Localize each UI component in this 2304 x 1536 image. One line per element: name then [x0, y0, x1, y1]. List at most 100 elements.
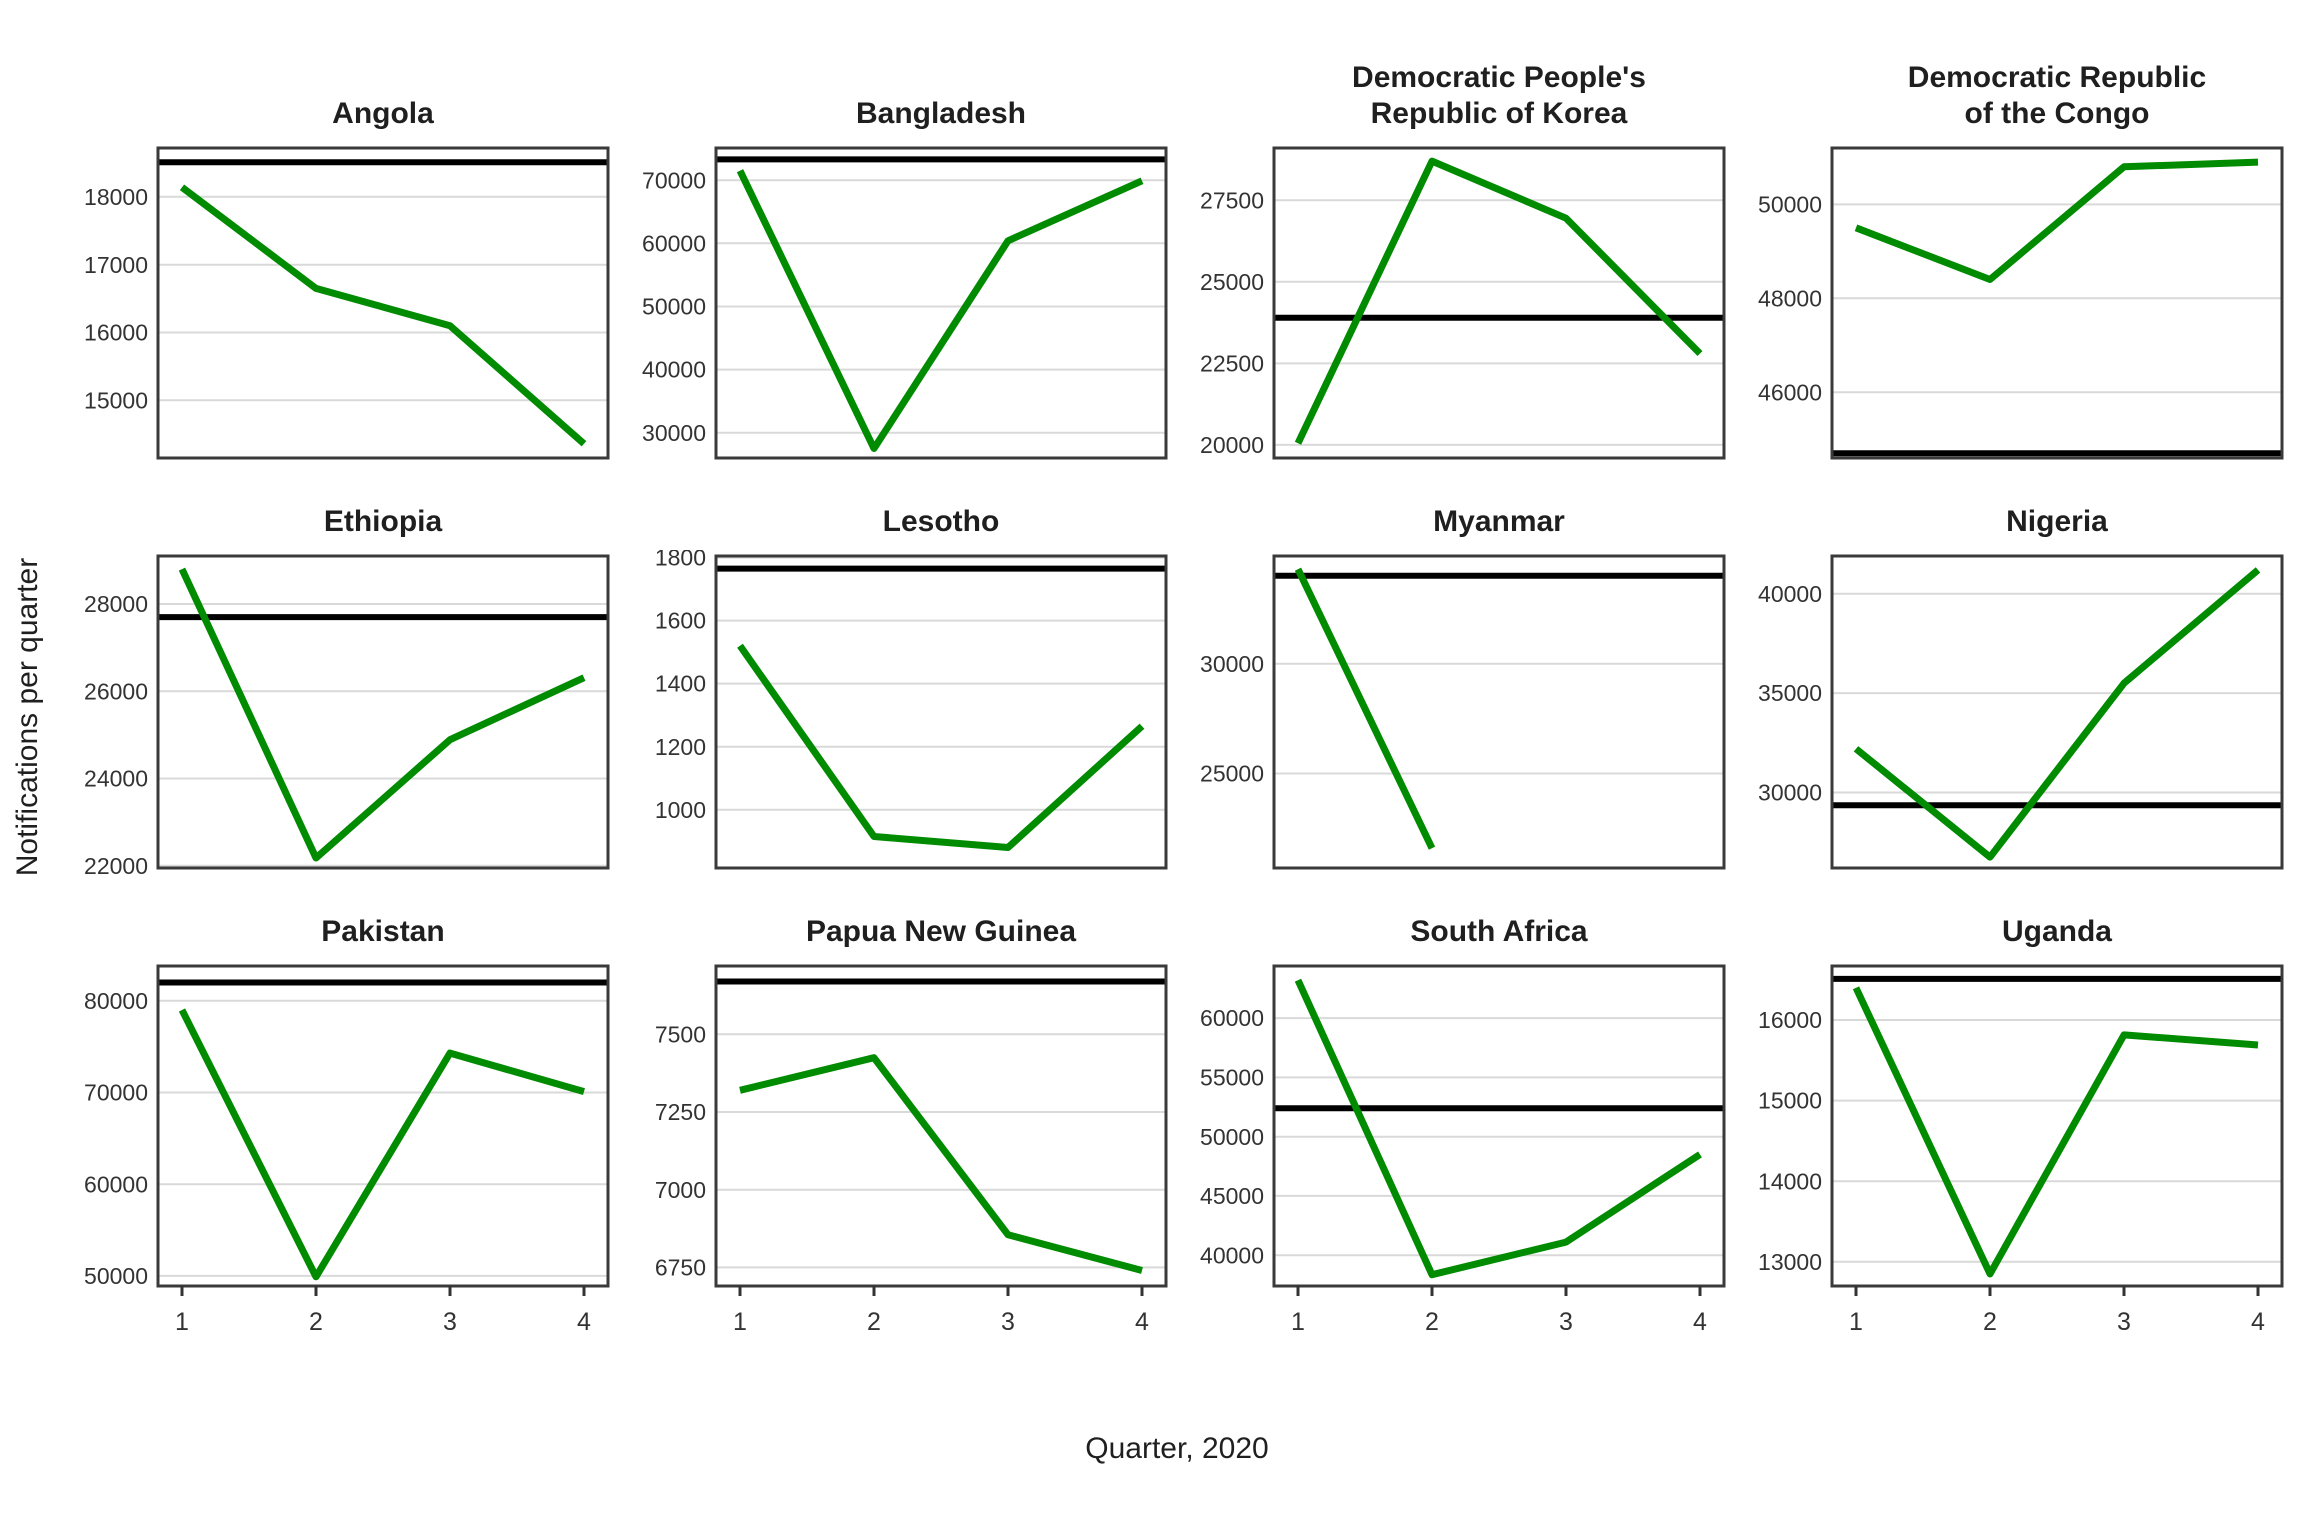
y-tick-label: 60000 — [1200, 1005, 1264, 1031]
panel-border — [1830, 964, 2284, 1288]
x-tick-label: 2 — [1425, 1308, 1439, 1336]
panel-background — [1274, 556, 1724, 868]
panel-background — [158, 148, 608, 458]
x-tick-label: 1 — [175, 1308, 189, 1336]
facet-lesotho: Lesotho 1000 1200 1400 1600 1800 — [622, 492, 1174, 874]
facet-title-line: Lesotho — [882, 505, 1000, 538]
facet-title: Papua New Guinea — [622, 902, 1174, 950]
y-tick-label: 50000 — [642, 294, 706, 320]
facet-title: Nigeria — [1738, 492, 2290, 540]
x-tick-label: 2 — [309, 1308, 323, 1336]
y-tick-label: 60000 — [642, 230, 706, 256]
notifications-line — [1294, 978, 1702, 1279]
panel-background — [158, 966, 608, 1286]
y-tick-label: 7500 — [655, 1021, 706, 1047]
y-tick-label: 14000 — [1758, 1168, 1822, 1194]
facet-panel: 15000 16000 17000 18000 — [84, 146, 610, 460]
panel-border — [1272, 554, 1726, 870]
y-tick-label: 1000 — [655, 797, 706, 823]
y-tick-label: 48000 — [1758, 285, 1822, 311]
facet-title-line: Nigeria — [2006, 505, 2108, 538]
facet-title: Uganda — [1738, 902, 2290, 950]
notifications-line — [178, 1008, 585, 1281]
y-tick-label: 30000 — [1200, 651, 1264, 677]
notifications-line — [737, 643, 1145, 851]
panel-border — [1272, 964, 1726, 1288]
facet-bangladesh: Bangladesh 30000 40000 50000 60000 70000 — [622, 48, 1174, 464]
y-tick-label: 35000 — [1758, 680, 1822, 706]
y-tick-label: 24000 — [84, 766, 148, 792]
y-tick-label: 80000 — [84, 988, 148, 1014]
facet-title: Ethiopia — [64, 492, 616, 540]
facet-title-line: Uganda — [2001, 915, 2112, 948]
y-tick-label: 50000 — [1758, 191, 1822, 217]
facet-panel: 22000 24000 26000 28000 — [84, 554, 610, 874]
facet-south-africa: South Africa 40000 45000 50000 55000 60000 1 2 3… — [1180, 902, 1732, 1356]
panel-border — [1272, 146, 1726, 460]
y-tick-label: 25000 — [1200, 269, 1264, 295]
y-tick-label: 70000 — [642, 167, 706, 193]
panel-border — [156, 964, 610, 1288]
y-tick-label: 26000 — [84, 678, 148, 704]
facet-title-line: of the Congo — [1964, 97, 2150, 130]
y-tick-label: 30000 — [642, 420, 706, 446]
y-tick-label: 16000 — [1758, 1007, 1822, 1033]
facet-title: Democratic Republic of the Congo — [1738, 48, 2290, 132]
x-tick-label: 3 — [443, 1308, 457, 1336]
y-tick-label: 20000 — [1200, 432, 1264, 458]
panel-border — [714, 964, 1168, 1288]
panel-background — [716, 148, 1166, 458]
panel-background — [1832, 556, 2282, 868]
facet-democratic-republic-of-the-congo: Democratic Republic of the Congo 46000 4800… — [1738, 48, 2290, 464]
facet-grid: Angola 15000 16000 17000 18000 Bangladesh 3000… — [64, 48, 2290, 1356]
y-tick-label: 16000 — [84, 320, 148, 346]
y-tick-label: 30000 — [1758, 780, 1822, 806]
facet-title-line: Democratic Republic — [1907, 61, 2207, 94]
notifications-line — [178, 567, 586, 862]
facet-title-line: South Africa — [1410, 915, 1588, 948]
y-tick-label: 22500 — [1200, 350, 1264, 376]
y-tick-label: 15000 — [1758, 1088, 1822, 1114]
y-tick-label: 7000 — [655, 1177, 706, 1203]
notifications-line — [736, 169, 1144, 452]
y-tick-label: 15000 — [84, 387, 148, 413]
notifications-line — [1294, 567, 1436, 850]
y-tick-label: 40000 — [1758, 581, 1822, 607]
y-tick-label: 50000 — [84, 1263, 148, 1289]
notifications-line — [1854, 158, 2259, 283]
facet-title-line: Republic of Korea — [1370, 97, 1628, 130]
x-tick-label: 1 — [733, 1308, 747, 1336]
y-tick-label: 40000 — [642, 357, 706, 383]
x-tick-label: 4 — [2251, 1308, 2265, 1336]
facet-panel: 40000 45000 50000 55000 60000 1 2 3 4 — [1200, 964, 1726, 1336]
facet-ethiopia: Ethiopia 22000 24000 26000 28000 — [64, 492, 616, 874]
panel-border — [714, 146, 1168, 460]
facet-title-line: Myanmar — [1433, 505, 1565, 538]
notifications-line — [1294, 157, 1703, 445]
facet-title: Myanmar — [1180, 492, 1732, 540]
facet-title-line: Bangladesh — [855, 97, 1027, 130]
x-tick-label: 2 — [1983, 1308, 1997, 1336]
panel-border — [1830, 146, 2284, 460]
y-axis-label: Notifications per quarter — [11, 557, 44, 877]
panel-background — [1832, 966, 2282, 1286]
y-tick-label: 17000 — [84, 252, 148, 278]
facet-title: Pakistan — [64, 902, 616, 950]
y-tick-label: 1600 — [655, 608, 706, 634]
y-tick-label: 25000 — [1200, 761, 1264, 787]
facet-uganda: Uganda 13000 14000 15000 16000 1 2 3 4 — [1738, 902, 2290, 1356]
y-tick-label: 50000 — [1200, 1124, 1264, 1150]
y-tick-label: 18000 — [84, 184, 148, 210]
notifications-line — [739, 1054, 1143, 1274]
notifications-line — [1853, 567, 2261, 861]
x-axis-label: Quarter, 2020 — [1085, 1432, 1269, 1465]
y-tick-label: 7250 — [655, 1099, 706, 1125]
facet-panel: 46000 48000 50000 — [1758, 146, 2284, 460]
facet-panel: 25000 30000 — [1200, 554, 1726, 870]
facet-title: Bangladesh — [622, 48, 1174, 132]
facet-title-line: Democratic People's — [1352, 61, 1646, 94]
facet-panel: 30000 40000 50000 60000 70000 — [642, 146, 1168, 460]
panel-background — [716, 556, 1166, 868]
y-tick-label: 27500 — [1200, 187, 1264, 213]
x-tick-label: 1 — [1291, 1308, 1305, 1336]
